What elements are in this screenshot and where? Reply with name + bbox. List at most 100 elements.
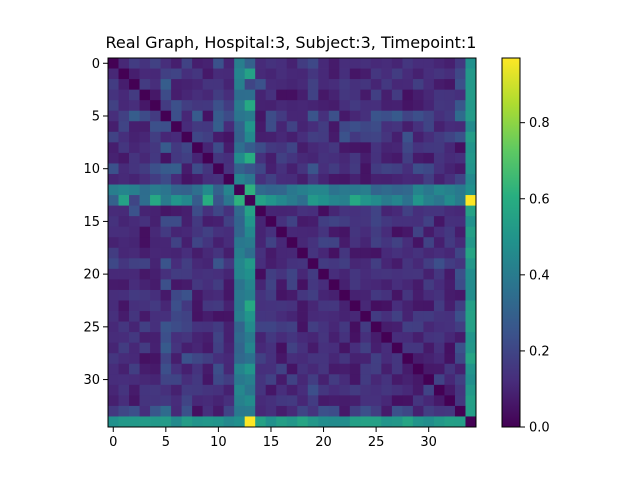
heatmap-cell bbox=[318, 163, 330, 175]
heatmap-cell bbox=[433, 258, 445, 270]
heatmap-cell bbox=[150, 79, 161, 91]
heatmap-cell bbox=[402, 332, 414, 344]
heatmap-cell bbox=[223, 152, 235, 164]
heatmap-cell bbox=[234, 289, 246, 301]
heatmap-cell bbox=[349, 247, 361, 259]
heatmap-cell bbox=[129, 121, 140, 133]
heatmap-cell bbox=[265, 184, 277, 196]
heatmap-cell bbox=[150, 184, 161, 196]
heatmap-cell bbox=[349, 173, 361, 185]
heatmap-cell bbox=[276, 416, 288, 428]
heatmap-cell bbox=[402, 279, 414, 291]
heatmap-cell bbox=[108, 289, 119, 301]
heatmap-cell bbox=[160, 110, 172, 122]
heatmap-cell bbox=[412, 226, 424, 238]
heatmap-cell bbox=[286, 289, 298, 301]
heatmap-cell bbox=[370, 289, 382, 301]
heatmap-cell bbox=[286, 110, 298, 122]
heatmap-cell bbox=[108, 131, 119, 143]
heatmap-cell bbox=[286, 258, 298, 270]
heatmap-cell bbox=[286, 405, 298, 417]
heatmap-cell bbox=[454, 152, 466, 164]
heatmap-cell bbox=[465, 321, 477, 333]
heatmap-cell bbox=[339, 163, 351, 175]
heatmap-cell bbox=[360, 89, 372, 101]
heatmap-cell bbox=[181, 58, 193, 69]
heatmap-cell bbox=[318, 58, 330, 69]
heatmap-cell bbox=[244, 131, 256, 143]
heatmap-cell bbox=[307, 289, 319, 301]
heatmap-cell bbox=[402, 58, 414, 69]
heatmap-cell bbox=[244, 353, 256, 365]
heatmap-cell bbox=[465, 279, 477, 291]
heatmap-cell bbox=[391, 152, 403, 164]
heatmap-cell bbox=[349, 205, 361, 217]
heatmap-cell bbox=[360, 100, 372, 112]
heatmap-cell bbox=[150, 321, 161, 333]
heatmap-cell bbox=[276, 226, 288, 238]
heatmap-cell bbox=[181, 289, 193, 301]
heatmap-cell bbox=[139, 205, 151, 217]
heatmap-cell bbox=[223, 311, 235, 322]
heatmap-cell bbox=[192, 142, 204, 154]
heatmap-cell bbox=[454, 100, 466, 112]
heatmap-cell bbox=[286, 131, 298, 143]
heatmap-cell bbox=[139, 416, 151, 428]
heatmap-cell bbox=[433, 68, 445, 80]
heatmap-cell bbox=[202, 384, 214, 396]
heatmap-cell bbox=[118, 353, 130, 365]
heatmap-cell bbox=[402, 184, 414, 196]
heatmap-cell bbox=[328, 374, 340, 386]
heatmap-cell bbox=[171, 163, 182, 175]
heatmap-cell bbox=[129, 205, 140, 217]
heatmap-cell bbox=[202, 131, 214, 143]
heatmap-cell bbox=[244, 110, 256, 122]
heatmap-cell bbox=[423, 100, 435, 112]
heatmap-cell bbox=[297, 416, 309, 428]
heatmap-cell bbox=[339, 152, 351, 164]
heatmap-cell bbox=[349, 321, 361, 333]
heatmap-cell bbox=[265, 110, 277, 122]
heatmap-cell bbox=[297, 205, 309, 217]
heatmap-cell bbox=[108, 58, 119, 69]
heatmap-cell bbox=[202, 184, 214, 196]
heatmap-cell bbox=[423, 374, 435, 386]
heatmap-cell bbox=[108, 216, 119, 228]
heatmap-cell bbox=[150, 374, 161, 386]
heatmap-cell bbox=[276, 79, 288, 91]
heatmap-cell bbox=[286, 321, 298, 333]
heatmap-cell bbox=[360, 152, 372, 164]
heatmap-cell bbox=[381, 89, 393, 101]
heatmap-cell bbox=[412, 173, 424, 185]
heatmap-cell bbox=[391, 173, 403, 185]
heatmap-cell bbox=[465, 247, 477, 259]
heatmap-cell bbox=[223, 279, 235, 291]
heatmap-cell bbox=[265, 173, 277, 185]
heatmap-cell bbox=[339, 173, 351, 185]
heatmap-cell bbox=[244, 258, 256, 270]
heatmap-cell bbox=[276, 247, 288, 259]
heatmap-cell bbox=[181, 311, 193, 322]
heatmap-cell bbox=[276, 142, 288, 154]
heatmap-cell bbox=[108, 258, 119, 270]
heatmap-cell bbox=[255, 68, 267, 80]
heatmap-cell bbox=[360, 110, 372, 122]
heatmap-cell bbox=[244, 300, 256, 312]
heatmap-cell bbox=[118, 89, 130, 101]
heatmap-cell bbox=[360, 384, 372, 396]
heatmap-cell bbox=[465, 226, 477, 238]
heatmap-cell bbox=[244, 342, 256, 354]
heatmap-cell bbox=[150, 131, 161, 143]
heatmap-cell bbox=[318, 332, 330, 344]
heatmap-cell bbox=[192, 173, 204, 185]
heatmap-cell bbox=[360, 216, 372, 228]
heatmap-cell bbox=[339, 342, 351, 354]
heatmap-cell bbox=[444, 195, 456, 206]
heatmap-cell bbox=[223, 342, 235, 354]
heatmap-cell bbox=[360, 258, 372, 270]
heatmap-cell bbox=[423, 121, 435, 133]
heatmap-cell bbox=[255, 258, 267, 270]
heatmap-cell bbox=[118, 268, 130, 280]
heatmap-cell bbox=[118, 395, 130, 407]
heatmap-cell bbox=[223, 321, 235, 333]
